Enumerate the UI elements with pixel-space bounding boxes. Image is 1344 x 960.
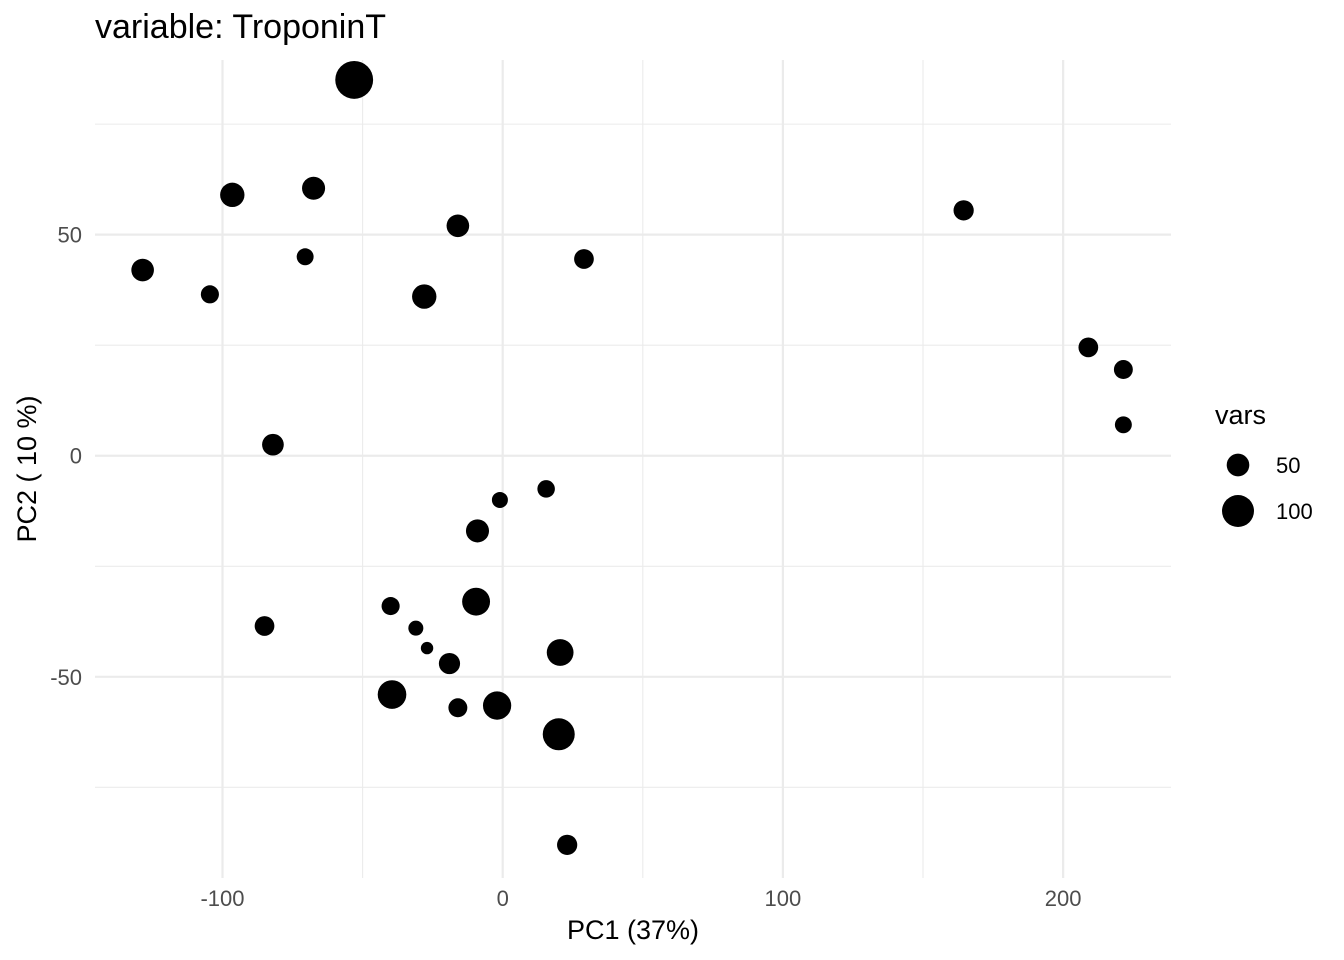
data-point <box>420 641 434 655</box>
x-tick-label: 100 <box>765 886 802 911</box>
data-point <box>131 258 154 282</box>
y-axis-title: PC2 ( 10 %) <box>12 395 42 542</box>
y-tick-label: 50 <box>58 223 82 248</box>
data-point <box>546 639 574 666</box>
legend-title: vars <box>1215 400 1266 430</box>
x-tick-label: 200 <box>1045 886 1082 911</box>
legend-key-circle <box>1226 453 1250 477</box>
data-point <box>412 284 437 309</box>
data-point <box>1113 360 1133 379</box>
chart-title: variable: TroponinT <box>95 8 386 46</box>
x-axis-ticks: -100 0 100 200 <box>200 886 1081 911</box>
data-point <box>262 433 284 456</box>
major-gridlines <box>95 60 1171 878</box>
data-point <box>296 248 314 266</box>
data-point <box>574 249 594 269</box>
data-point <box>381 597 400 616</box>
legend-entries: 50 100 <box>1222 453 1313 527</box>
y-axis-ticks: -50 0 50 <box>50 223 82 690</box>
data-point <box>1078 337 1099 358</box>
legend-label: 50 <box>1276 453 1300 478</box>
legend-key-circle <box>1222 495 1254 527</box>
data-point <box>254 616 275 636</box>
data-point <box>557 834 578 855</box>
data-point <box>200 285 219 304</box>
data-point <box>335 60 374 99</box>
legend-label: 100 <box>1276 499 1313 524</box>
data-point <box>542 718 575 751</box>
data-point <box>1114 416 1132 434</box>
data-point <box>446 214 470 238</box>
y-tick-label: 0 <box>70 444 82 469</box>
data-point <box>482 691 512 720</box>
data-point <box>462 587 491 616</box>
x-tick-label: 0 <box>497 886 509 911</box>
x-axis-title: PC1 (37%) <box>567 915 699 945</box>
x-tick-label: -100 <box>200 886 244 911</box>
legend: vars 50 100 <box>1215 400 1313 527</box>
data-point <box>491 491 508 508</box>
data-point <box>377 680 407 709</box>
data-points <box>131 60 1133 855</box>
data-point <box>953 200 974 221</box>
data-point <box>537 480 555 498</box>
minor-gridlines <box>95 60 1171 878</box>
data-point <box>408 620 424 636</box>
data-point <box>302 176 326 200</box>
y-tick-label: -50 <box>50 665 82 690</box>
data-point <box>465 519 490 543</box>
data-point <box>220 182 245 208</box>
data-point <box>448 698 468 718</box>
data-point <box>438 652 461 675</box>
